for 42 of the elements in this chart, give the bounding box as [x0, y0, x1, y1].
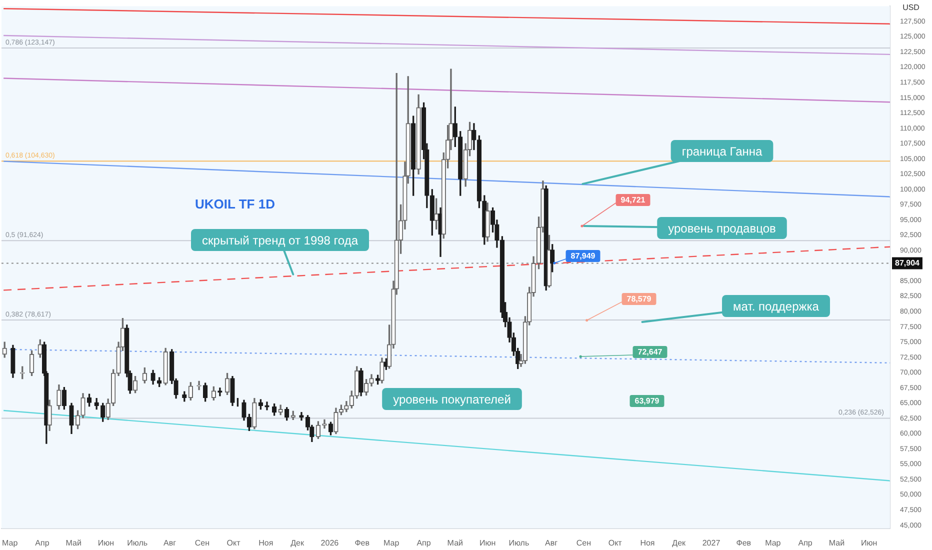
x-tick-label: Ноя [640, 538, 655, 548]
x-tick-label: Май [66, 538, 82, 548]
x-tick-label: Июль [127, 538, 148, 548]
annotation: 87,949 [570, 252, 596, 261]
annotation: уровень покупателей [393, 392, 511, 406]
x-tick-label: Окт [608, 538, 622, 548]
y-axis-title: USD [902, 3, 920, 12]
x-tick-label: Сен [576, 538, 592, 548]
x-tick-label: Авг [164, 538, 176, 548]
x-tick-label: 2026 [320, 538, 340, 548]
candlestick [322, 419, 327, 429]
x-tick-label: Июн [479, 538, 496, 548]
x-tick-label: 2027 [702, 538, 721, 548]
x-tick-label: Апр [35, 538, 50, 548]
annotation: скрытый тренд от 1998 года [202, 233, 358, 248]
x-tick-label: Авг [545, 538, 558, 548]
x-tick-label: Дек [290, 538, 304, 548]
annotation: 72,647 [638, 348, 663, 357]
x-tick-label: Фев [736, 538, 752, 548]
annotation: 78,579 [626, 294, 652, 304]
x-tick-label: Дек [672, 538, 686, 548]
x-tick-label: Мар [2, 538, 18, 548]
x-tick-label: Июн [98, 538, 114, 548]
x-tick-label: Апр [416, 538, 432, 548]
x-tick-label: Мар [384, 538, 400, 548]
x-tick-label: Май [447, 538, 463, 548]
annotation: мат. поддержка [733, 299, 820, 314]
annotation: уровень продавцов [668, 221, 776, 236]
annotation: граница Ганна [682, 144, 762, 158]
ref-line-label: 87,904 [895, 258, 920, 268]
x-tick-label: Май [828, 538, 845, 548]
annotation: 63,979 [634, 396, 660, 406]
x-tick-label: Окт [226, 538, 241, 548]
x-tick-label: Ноя [258, 538, 274, 548]
x-tick-label: Сен [194, 538, 210, 548]
annotation: 94,721 [620, 196, 646, 205]
annotation: UKOIL TF 1D [195, 196, 275, 212]
x-tick-label: Июн [861, 538, 878, 548]
x-tick-label: Июль [508, 538, 530, 548]
x-tick-label: Апр [798, 538, 813, 548]
x-tick-label: Фев [354, 538, 370, 548]
x-tick-label: Мар [765, 538, 782, 548]
